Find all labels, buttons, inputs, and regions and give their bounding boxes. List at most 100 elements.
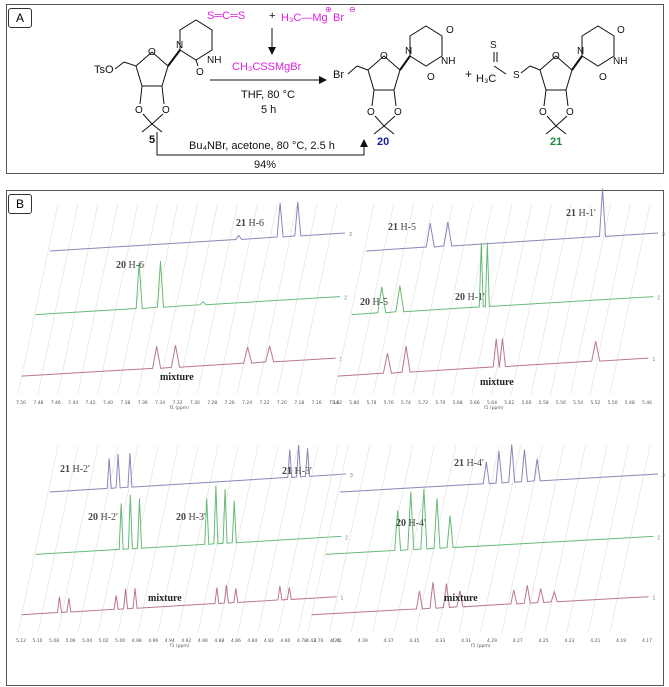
axis-tick-label: 4.80 xyxy=(280,638,290,644)
panel-a-label: A xyxy=(8,8,32,28)
spectrum-trace-middle xyxy=(325,488,654,555)
axis-tick-label: 7.18 xyxy=(294,400,304,406)
axis-unit-label: f1 (ppm) xyxy=(471,643,491,649)
grid-line xyxy=(373,203,414,395)
svg-text:NH: NH xyxy=(441,56,455,67)
grignard-reagent: H₃C—Mg xyxy=(281,12,328,24)
compound-21-label: 21 xyxy=(550,136,562,148)
cs2-reagent: S═C═S xyxy=(207,10,245,22)
axis-tick-label: 5.58 xyxy=(539,400,549,406)
peak-label: 20 H-3' xyxy=(176,512,206,523)
svg-text:N: N xyxy=(577,46,584,57)
axis-tick-label: 5.12 xyxy=(16,638,26,644)
axis-tick-label: 4.88 xyxy=(214,638,224,644)
spectrum-trace-bottom xyxy=(21,584,337,616)
grid-line xyxy=(458,445,500,633)
peak-label-proton: H-6 xyxy=(246,218,264,229)
peak-label-proton: H-5 xyxy=(370,297,388,308)
peak-label-compound: 20 xyxy=(396,518,406,529)
svg-text:O: O xyxy=(148,47,156,58)
grid-line xyxy=(37,203,79,395)
peak-label-compound: 20 xyxy=(88,512,98,523)
grid-line xyxy=(333,203,375,395)
axis-tick-label: 5.02 xyxy=(99,638,109,644)
grid-line xyxy=(77,203,119,395)
yield-label: 94% xyxy=(254,159,276,171)
peak-label-proton: H-2' xyxy=(98,512,118,523)
axis-tick-label: 5.50 xyxy=(608,400,618,406)
svg-text:O: O xyxy=(552,51,560,62)
grid-line xyxy=(57,203,99,395)
grid-line xyxy=(296,203,338,395)
axis-tick-label: 5.00 xyxy=(115,638,125,644)
svg-text:O: O xyxy=(135,105,143,116)
axis-tick-label: 4.78 xyxy=(297,638,307,644)
peak-label-proton: H-3' xyxy=(186,512,206,523)
spectrum-trace-middle xyxy=(35,485,342,555)
peak-label-proton: mixture xyxy=(480,377,514,388)
axis-tick-label: 7.36 xyxy=(138,400,148,406)
peak-label-proton: mixture xyxy=(160,372,194,383)
reaction-scheme: S═C═S + H₃C—Mg ⊕ Br ⊖ CH₃CSSMgBr THF, 80… xyxy=(94,5,627,171)
plus-between-products: + xyxy=(465,67,472,81)
peak-label: mixture xyxy=(160,372,194,383)
peak-label: 20 H-5 xyxy=(360,297,388,308)
grid-line xyxy=(17,203,59,395)
axis-tick-label: 5.74 xyxy=(401,400,411,406)
peak-label-proton: mixture xyxy=(444,593,478,604)
peak-label-proton: H-1' xyxy=(465,292,485,303)
axis-tick-label: 5.68 xyxy=(453,400,463,406)
peak-label-compound: 21 xyxy=(60,464,70,475)
bromide-ion: Br xyxy=(333,12,344,24)
spectrum-trace-top xyxy=(49,201,346,252)
condition-bottom: Bu₄NBr, acetone, 80 °C, 2.5 h xyxy=(189,140,335,152)
compound-20-structure: Br O O O N O NH O 20 xyxy=(333,25,455,148)
grid-line xyxy=(57,445,99,633)
grid-line xyxy=(523,445,565,633)
svg-text:O: O xyxy=(617,25,625,36)
axis-tick-label: 7.26 xyxy=(225,400,235,406)
nmr-panel xyxy=(6,190,664,686)
svg-text:TsO: TsO xyxy=(94,64,114,76)
grid-line xyxy=(393,445,435,633)
axis-tick-label: 4.86 xyxy=(231,638,241,644)
svg-text:O: O xyxy=(196,67,204,78)
axis-tick-label: 7.22 xyxy=(259,400,269,406)
axis-tick-label: 5.04 xyxy=(82,638,92,644)
peak-label-compound: 21 xyxy=(566,208,576,219)
grid-line xyxy=(297,445,339,633)
grid-line xyxy=(177,203,218,395)
grid-line xyxy=(307,445,349,633)
peak-label-compound: 21 xyxy=(282,466,292,477)
peak-label-proton: H-4' xyxy=(406,518,426,529)
trace-row-number: 2 xyxy=(345,535,348,541)
compound-5-label: 5 xyxy=(149,134,155,146)
svg-text:O: O xyxy=(446,25,454,36)
axis-tick-label: 7.20 xyxy=(277,400,287,406)
spectrum-trace-bottom xyxy=(311,582,649,616)
axis-tick-label: 7.44 xyxy=(68,400,78,406)
trace-row-number: 3 xyxy=(662,473,665,479)
grid-line xyxy=(236,203,278,395)
axis-tick-label: 5.56 xyxy=(556,400,566,406)
grid-line xyxy=(550,203,592,395)
trace-row-number: 1 xyxy=(341,596,344,602)
grid-line xyxy=(392,203,434,395)
compound-5-structure: TsO O O O N O NH 5 xyxy=(94,19,221,146)
peak-label-proton: mixture xyxy=(148,593,182,604)
peak-label: 21 H-2' xyxy=(60,464,90,475)
axis-tick-label: 5.10 xyxy=(33,638,43,644)
spectrum-trace-middle xyxy=(351,242,654,316)
plus-sign: + xyxy=(269,10,275,22)
trace-row-number: 3 xyxy=(350,473,353,479)
peak-label-proton: H-6 xyxy=(126,260,144,271)
grid-line xyxy=(117,203,158,395)
grid-line xyxy=(197,203,238,395)
peak-label: mixture xyxy=(444,593,478,604)
svg-text:N: N xyxy=(405,46,412,57)
trace-row-number: 2 xyxy=(657,296,660,302)
grid-line xyxy=(471,203,513,395)
intermediate-label: CH₃CSSMgBr xyxy=(232,61,302,73)
axis-tick-label: 4.41 xyxy=(332,638,342,644)
